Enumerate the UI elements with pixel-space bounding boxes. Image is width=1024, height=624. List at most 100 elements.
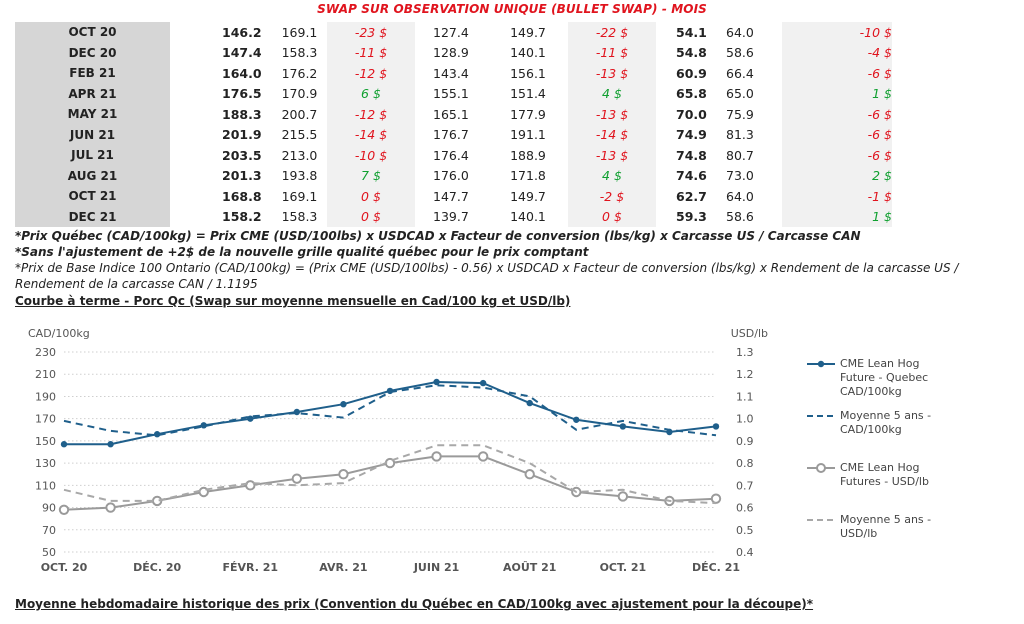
spacer-cell [656,63,676,84]
table-row: APR 21 176.5 170.9 6 $ 155.1 151.4 4 $ 65.8 65.0… [15,83,892,104]
spacer-cell [656,22,676,43]
diff-cad-value: 7 $ [327,165,415,186]
data-point [58,504,70,515]
data-point [60,441,68,448]
y2-tick-label: 1.1 [736,390,754,403]
diff-usd-value: 2 $ [782,165,892,186]
spacer-cell [170,22,222,43]
data-point [153,431,161,438]
usd-avg-value: 80.7 [726,147,754,163]
legend-label: CME Lean Hog Future - Quebec CAD/100kg [840,357,929,398]
spacer-cell [656,145,676,166]
usd-avg-value: 58.6 [726,209,754,225]
legend-swatch [807,360,835,368]
month: AUG 21 [15,165,170,186]
usd-avg-value: 66.4 [726,65,754,81]
usd-value: 74.9 [676,127,707,143]
footnote-adjustment: *Sans l'ajustement de +2$ de la nouvelle… [15,245,589,259]
diff-ontario-value: -13 $ [568,145,656,166]
month: JUL 21 [15,145,170,166]
usd-value: 62.7 [676,188,707,204]
cme-cad-value: 203.5 [222,147,262,163]
ontario-value: 127.4 [433,24,469,40]
diff-usd-value: 1 $ [782,83,892,104]
spacer-cell [170,42,222,63]
chart-title: Courbe à terme - Porc Qc (Swap sur moyen… [15,294,571,308]
ontario-avg-value: 177.9 [510,106,546,122]
data-point [617,491,629,502]
ontario-value: 143.4 [433,65,469,81]
x-tick-label: OCT. 20 [41,561,88,574]
spacer-cell [170,186,222,207]
spacer-cell [415,104,433,125]
y-tick-label: 130 [35,457,56,470]
legend-item: CME Lean Hog Future - Quebec CAD/100kg [806,355,1016,407]
usd-value: 74.8 [676,147,707,163]
diff-cad-value: -23 $ [327,22,415,43]
ontario-value: 176.4 [433,147,469,163]
month: DEC 21 [15,206,170,227]
ontario-avg-value: 151.4 [510,86,546,102]
spacer-cell [656,206,676,227]
avg-cad-value: 200.7 [281,106,318,122]
usd-avg-value: 65.0 [726,86,754,102]
legend-swatch [807,463,835,473]
y-tick-label: 170 [35,413,56,426]
avg-cad-value: 176.2 [281,65,318,81]
y-tick-label: 230 [35,346,56,359]
diff-cad-value: 0 $ [327,206,415,227]
diff-ontario-value: -2 $ [568,186,656,207]
cme-cad-value: 168.8 [222,188,262,204]
footnote-ontario-index: *Prix de Base Indice 100 Ontario (CAD/10… [15,261,959,291]
cme-cad-value: 201.3 [222,168,262,184]
avg-cad-value: 158.3 [281,209,318,225]
cme-cad-value: 164.0 [222,65,262,81]
data-point [338,469,349,480]
legend-label: Moyenne 5 ans - CAD/100kg [840,409,932,436]
series-line-3 [63,444,717,505]
data-point [247,415,254,422]
table-row: OCT 20 146.2 169.1 -23 $ 127.4 149.7 -22 $ 54.1… [15,22,892,43]
ontario-value: 176.0 [433,168,469,184]
data-point [107,441,114,448]
ontario-avg-value: 149.7 [510,188,546,204]
data-point [619,423,627,430]
diff-ontario-value: -13 $ [568,104,656,125]
avg-cad-value: 170.9 [281,86,318,102]
usd-value: 70.0 [676,106,707,122]
cme-cad-value: 146.2 [222,24,262,40]
table-row: OCT 21 168.8 169.1 0 $ 147.7 149.7 -2 $ 62.7 64.… [15,186,892,207]
y-tick-label: 150 [35,435,56,448]
diff-ontario-value: -22 $ [568,22,656,43]
ontario-value: 128.9 [433,45,469,61]
avg-cad-value: 215.5 [281,127,318,143]
legend-item: Moyenne 5 ans - CAD/100kg [806,407,1016,459]
series-line-1 [63,384,717,437]
cme-cad-value: 147.4 [222,45,262,61]
diff-cad-value: -10 $ [327,145,415,166]
table-row: JUN 21 201.9 215.5 -14 $ 176.7 191.1 -14 $ 74.9… [15,124,892,145]
diff-ontario-value: 0 $ [568,206,656,227]
month: OCT 20 [15,22,170,43]
spacer-cell [415,145,433,166]
spacer-cell [170,104,222,125]
legend-swatch [807,519,835,521]
month: JUN 21 [15,124,170,145]
diff-usd-value: -6 $ [782,145,892,166]
usd-value: 65.8 [676,86,707,102]
y-tick-label: 90 [42,502,56,515]
diff-usd-value: -4 $ [782,42,892,63]
cme-cad-value: 201.9 [222,127,262,143]
data-point [479,379,487,387]
data-point [526,399,533,407]
ontario-value: 139.7 [433,209,469,225]
y2-tick-label: 0.5 [736,524,754,537]
legend-label: Moyenne 5 ans - USD/lb [840,513,932,540]
data-point [433,378,440,386]
spacer-cell [170,63,222,84]
spacer-cell [415,186,433,207]
forward-curve-chart: 230 210 190 170 150 130 110 90 70 50 1.3 1.2 1.1 1.0 0… [28,327,768,574]
usd-value: 54.1 [676,24,707,40]
ontario-avg-value: 140.1 [510,45,546,61]
table-row: AUG 21 201.3 193.8 7 $ 176.0 171.8 4 $ 74.6 73.0… [15,165,892,186]
